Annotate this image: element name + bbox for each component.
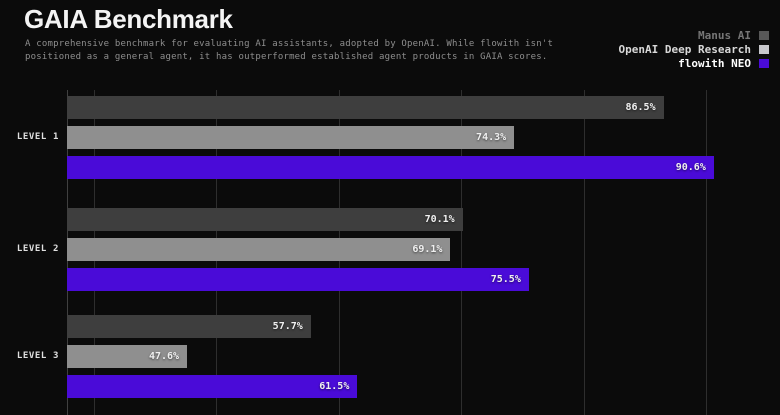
bar-value-label: 70.1% — [424, 214, 455, 225]
gridline — [706, 90, 708, 415]
legend-swatch-icon — [759, 31, 769, 40]
bar-value-label: 74.3% — [476, 132, 507, 143]
gridline — [461, 90, 463, 415]
page-title: GAIA Benchmark — [24, 4, 233, 34]
bar-value-label: 57.7% — [272, 321, 303, 332]
category-label-level-1: LEVEL 1 — [16, 132, 59, 142]
legend-label: OpenAI Deep Research — [618, 43, 751, 56]
legend-label: flowith NEO — [678, 57, 751, 70]
bar-value-label: 61.5% — [319, 381, 350, 392]
bar-openai-deep-research-level-3: 47.6% — [67, 345, 188, 368]
bar-value-label: 86.5% — [625, 102, 656, 113]
subtitle-line-2: positioned as a general agent, it has ou… — [25, 52, 548, 62]
bar-value-label: 75.5% — [490, 274, 521, 285]
subtitle-line-1: A comprehensive benchmark for evaluating… — [25, 39, 554, 49]
bar-openai-deep-research-level-1: 74.3% — [67, 126, 515, 149]
legend-label: Manus AI — [698, 29, 751, 42]
bar-value-label: 90.6% — [675, 162, 706, 173]
legend-swatch-icon — [759, 59, 769, 68]
bar-flowith-neo-level-3: 61.5% — [67, 375, 358, 398]
legend-item-manus-ai: Manus AI — [698, 29, 769, 42]
category-label-level-2: LEVEL 2 — [16, 244, 59, 254]
bar-chart: LEVEL 1 86.5% 74.3% 90.6% LEVEL 2 70.1% 69.1% 7… — [17, 90, 780, 415]
bar-openai-deep-research-level-2: 69.1% — [67, 238, 451, 261]
bar-flowith-neo-level-1: 90.6% — [67, 156, 714, 179]
subtitle: A comprehensive benchmark for evaluating… — [25, 38, 553, 64]
category-label-level-3: LEVEL 3 — [16, 351, 59, 361]
bar-manus-ai-level-1: 86.5% — [67, 96, 664, 119]
bar-manus-ai-level-2: 70.1% — [67, 208, 463, 231]
bar-value-label: 69.1% — [412, 244, 443, 255]
bar-manus-ai-level-3: 57.7% — [67, 315, 311, 338]
gridline — [583, 90, 585, 415]
bar-flowith-neo-level-2: 75.5% — [67, 268, 529, 291]
bar-value-label: 47.6% — [148, 351, 180, 362]
legend-item-flowith-neo: flowith NEO — [678, 57, 769, 70]
legend-swatch-icon — [759, 45, 769, 54]
legend: Manus AI OpenAI Deep Research flowith NEO — [619, 29, 769, 70]
legend-item-openai-deep-research: OpenAI Deep Research — [619, 43, 769, 56]
